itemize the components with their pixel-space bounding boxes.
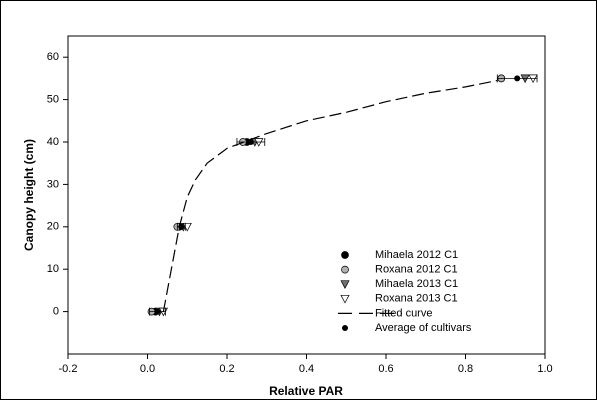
legend-marker [342,325,348,331]
y-tick-label: 10 [47,263,59,275]
x-tick-label: -0.2 [59,363,78,375]
legend-label: Roxana 2012 C1 [375,264,458,276]
legend-label: Fitted curve [375,307,432,319]
data-point [247,139,254,145]
x-tick-label: 0.4 [299,363,314,375]
x-axis-label: Relative PAR [269,384,343,398]
legend-label: Roxana 2013 C1 [375,293,458,305]
legend-label: Average of cultivars [375,322,472,334]
y-tick-label: 0 [53,306,59,318]
y-tick-label: 20 [47,221,59,233]
y-tick-label: 30 [47,178,59,190]
legend-marker [340,294,350,304]
legend-label: Mihaela 2013 C1 [375,278,458,290]
legend-marker [341,265,349,274]
x-tick-label: 0.6 [378,363,393,375]
x-tick-label: 1.0 [537,363,552,375]
legend-label: Mihaela 2012 C1 [375,249,458,261]
x-tick-label: 0.8 [458,363,473,375]
data-point [514,75,521,82]
y-tick-label: 40 [47,136,59,148]
y-tick-label: 60 [47,51,59,63]
data-point [178,223,185,230]
y-tick-label: 50 [47,94,59,106]
legend-marker [341,251,349,259]
y-axis-label: Canopy height (cm) [22,139,36,251]
x-tick-label: 0.2 [219,363,234,375]
fitted-curve [162,79,498,312]
x-tick-label: 0.0 [140,363,155,375]
legend-marker [340,280,350,289]
data-point [154,308,161,315]
